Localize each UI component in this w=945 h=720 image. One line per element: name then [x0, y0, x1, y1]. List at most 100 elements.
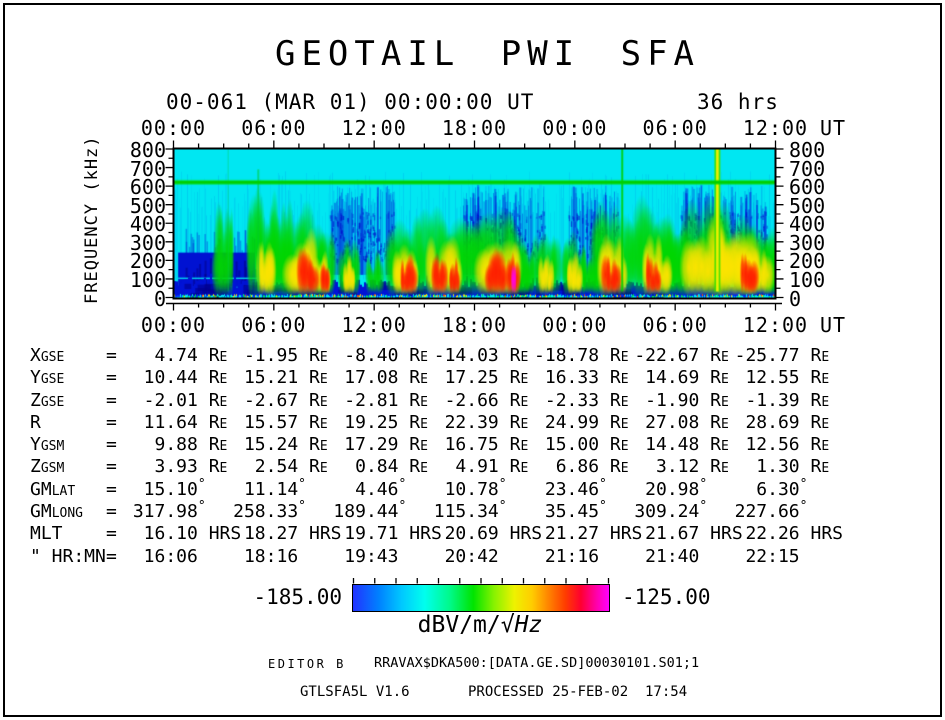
ephemeris-value: 18:16 — [222, 545, 299, 567]
ephemeris-value: -2.66 RE — [422, 389, 529, 411]
equals-sign: = — [106, 523, 117, 545]
ephemeris-row: YGSM = 9.88 RE 15.24 RE 17.29 RE 16.75 RE… — [30, 434, 829, 456]
ephemeris-value: 11.64 RE — [122, 411, 228, 433]
colorbar-units-prefix: dBV/m/√ — [417, 612, 515, 638]
ephemeris-value: -2.01 RE — [122, 389, 228, 411]
equals-sign: = — [106, 411, 117, 433]
ephemeris-row: MLT = 16.10 HRS 18.27 HRS 19.71 HRS 20.69… — [30, 523, 843, 545]
ephemeris-value: 14.69 RE — [623, 367, 729, 389]
ephemeris-row-label: GMLONG — [30, 501, 83, 523]
ephemeris-value: 6.86 RE — [523, 456, 629, 478]
equals-sign: = — [106, 478, 117, 500]
freq-tick-label-left: 200 — [129, 249, 166, 274]
freq-tick-label-right: 200 — [789, 249, 826, 274]
ephemeris-value: 20.69 HRS — [422, 523, 543, 545]
ephemeris-value: 12.55 RE — [723, 367, 830, 389]
ephemeris-value: 4.74 RE — [122, 345, 228, 366]
ephemeris-row: YGSE = 10.44 RE 15.21 RE 17.08 RE 17.25 R… — [30, 367, 830, 389]
time-tick-label: 06:00 — [241, 313, 307, 337]
colorbar-units-hz: Hz — [514, 612, 543, 638]
freq-tick-label-right: 100 — [789, 267, 826, 292]
freq-tick-label-left: 0 — [153, 286, 166, 311]
ephemeris-value: 22.26 HRS — [723, 523, 843, 545]
ephemeris-value: 20.98° — [623, 476, 708, 500]
ephemeris-value: 16:06 — [122, 545, 198, 567]
ephemeris-value: 16.33 RE — [523, 367, 629, 389]
equals-sign: = — [106, 545, 117, 567]
time-tick-label: 18:00 — [441, 313, 508, 337]
ephemeris-value: 17.25 RE — [422, 367, 529, 389]
equals-sign: = — [106, 456, 117, 478]
ephemeris-value: 17.29 RE — [322, 434, 428, 456]
ephemeris-value: 227.66° — [723, 499, 808, 523]
ephemeris-value: 28.69 RE — [723, 411, 830, 433]
time-tick-label: 12:00 — [742, 116, 809, 140]
ephemeris-value: 258.33° — [222, 499, 306, 523]
ephemeris-value: 21:40 — [623, 545, 700, 567]
ephemeris-row-label: ZGSE — [30, 389, 65, 411]
ephemeris-row: ZGSE = -2.01 RE -2.67 RE -2.81 RE -2.66 R… — [30, 389, 830, 412]
freq-tick-label-left: 100 — [129, 267, 166, 292]
freq-tick-label-right: 300 — [789, 230, 826, 255]
ephemeris-value: 35.45° — [523, 499, 607, 523]
ephemeris-value: 3.93 RE — [122, 456, 228, 478]
freq-tick-label-right: 500 — [789, 193, 826, 218]
ephemeris-value: 18.27 HRS — [222, 523, 342, 545]
ephemeris-value: -1.95 RE — [222, 345, 328, 366]
ephemeris-value: 17.08 RE — [322, 367, 428, 389]
time-axis-unit: UT — [820, 313, 847, 337]
ephemeris-row-label: " HR:MN — [30, 545, 106, 567]
ephemeris-value: 115.34° — [422, 499, 507, 523]
ephemeris-value: 23.46° — [523, 476, 607, 500]
ephemeris-value: 3.12 RE — [623, 456, 729, 478]
page-border — [3, 3, 942, 717]
freq-tick-label-right: 0 — [789, 286, 802, 311]
start-time-label: 00-061 (MAR 01) 00:00:00 UT — [166, 90, 535, 114]
ephemeris-value: 19:43 — [322, 545, 399, 567]
spectrogram-canvas — [174, 149, 775, 298]
freq-tick-label-left: 300 — [129, 230, 166, 255]
ephemeris-row: GMLAT = 15.10° 11.14° 4.46° 10.78° 23.46°… — [30, 476, 824, 501]
freq-tick-label-right: 600 — [789, 175, 826, 200]
ephemeris-value: -1.39 RE — [723, 389, 830, 411]
time-tick-label: 12:00 — [341, 116, 407, 140]
ephemeris-table: XGSE = 4.74 RE -1.95 RE -8.40 RE -14.03 R… — [30, 345, 843, 568]
processed-date-label: PROCESSED 25-FEB-02 17:54 — [468, 684, 688, 700]
ephemeris-value: 2.54 RE — [222, 456, 328, 478]
freq-tick-label-left: 800 — [129, 138, 166, 162]
time-tick-label: 12:00 — [341, 313, 407, 337]
ephemeris-value: 9.88 RE — [122, 434, 228, 456]
ephemeris-value: -22.67 RE — [623, 345, 729, 366]
ephemeris-row-label: YGSM — [30, 434, 65, 456]
freq-tick-label-right: 800 — [789, 138, 826, 162]
freq-tick-label-left: 400 — [129, 212, 166, 237]
ephemeris-value: 20:42 — [422, 545, 499, 567]
ephemeris-value: 10.44 RE — [122, 367, 228, 389]
ephemeris-value: -14.03 RE — [422, 345, 529, 366]
page-title: GEOTAIL PWI SFA — [274, 34, 701, 74]
source-file-label: RRAVAX$DKA500:[DATA.GE.SD]00030101.S01;1 — [374, 655, 700, 671]
ephemeris-value: 6.30° — [723, 476, 808, 500]
ephemeris-value: 22:15 — [723, 545, 800, 567]
freq-tick-label-left: 600 — [129, 175, 166, 200]
ephemeris-value: 10.78° — [422, 476, 507, 500]
ephemeris-row: ZGSM = 3.93 RE 2.54 RE 0.84 RE 4.91 RE 6.… — [30, 456, 829, 478]
ephemeris-value: 15.10° — [122, 476, 206, 500]
ephemeris-value: 15.00 RE — [523, 434, 629, 456]
ephemeris-value: 309.24° — [623, 499, 708, 523]
time-tick-label: 18:00 — [441, 116, 508, 140]
ephemeris-value: -25.77 RE — [723, 345, 830, 366]
ephemeris-value: 4.46° — [322, 476, 407, 500]
time-tick-label: 00:00 — [140, 313, 207, 337]
ephemeris-row-label: XGSE — [30, 345, 65, 366]
time-tick-label: 12:00 — [742, 313, 809, 337]
ephemeris-value: 317.98° — [122, 499, 206, 523]
equals-sign: = — [106, 434, 117, 456]
freq-tick-label-left: 500 — [129, 193, 166, 218]
ephemeris-row-label: GMLAT — [30, 478, 76, 500]
equals-sign: = — [106, 389, 117, 411]
ephemeris-value: -18.78 RE — [523, 345, 629, 366]
ephemeris-value: 22.39 RE — [422, 411, 529, 433]
ephemeris-value: -1.90 RE — [623, 389, 729, 411]
ephemeris-value: 21.27 HRS — [523, 523, 643, 545]
